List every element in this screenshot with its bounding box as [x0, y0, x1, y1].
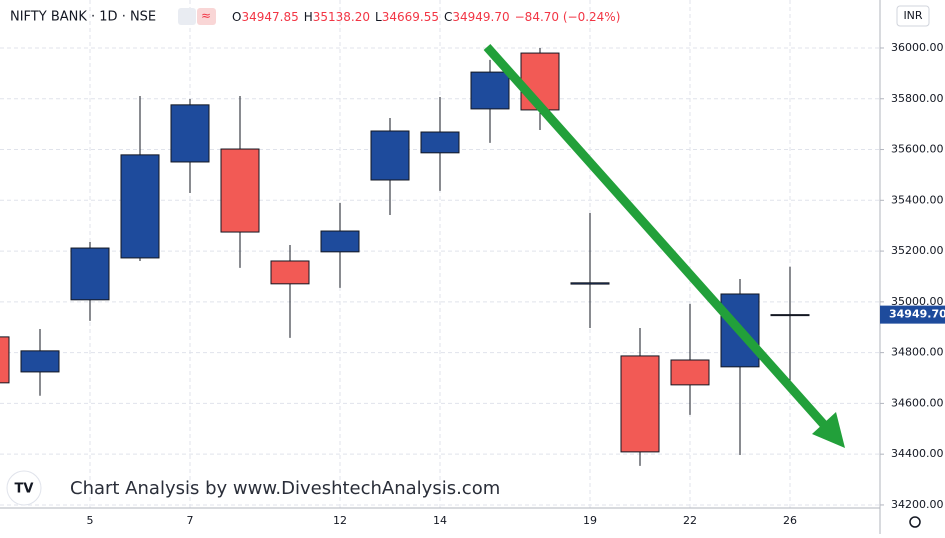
y-tick-label: 35400.00 — [891, 193, 944, 206]
last-price-tag — [880, 305, 945, 324]
ohlc-change: −84.70 (−0.24%) — [515, 10, 621, 24]
x-tick-label: 12 — [333, 514, 347, 527]
candle-body — [470, 71, 510, 110]
ohlc-letter: L — [375, 10, 382, 24]
compare-button[interactable] — [197, 8, 216, 25]
compare-icon: ≈ — [201, 9, 211, 23]
y-tick-label: 34800.00 — [891, 346, 944, 359]
candle-body — [0, 336, 10, 384]
arrow-head — [812, 412, 845, 448]
ohlc-number: 34669.55 — [382, 10, 439, 24]
candle-body — [220, 148, 260, 233]
candle-body — [670, 359, 710, 386]
logo-circle — [6, 470, 42, 506]
ohlc-number: 35138.20 — [313, 10, 370, 24]
currency-button[interactable] — [896, 5, 930, 27]
candle-body — [420, 131, 460, 154]
last-price-label: 34949.70 — [889, 308, 945, 321]
ohlc-number: 34949.70 — [452, 10, 509, 24]
candle-body — [570, 282, 610, 285]
y-tick-label: 35600.00 — [891, 143, 944, 156]
y-tick-label: 35000.00 — [891, 295, 944, 308]
ohlc-letter: O — [232, 10, 241, 24]
symbol-title: NIFTY BANK · 1D · NSE — [10, 10, 156, 25]
x-tick-label: 26 — [783, 514, 797, 527]
y-tick-label: 36000.00 — [891, 41, 944, 54]
arrow-shaft — [483, 44, 830, 430]
logo-text: TV — [15, 482, 34, 497]
x-tick-label: 14 — [433, 514, 447, 527]
y-tick-label: 34400.00 — [891, 447, 944, 460]
trend-arrow — [483, 44, 845, 448]
y-tick-label: 34200.00 — [891, 498, 944, 511]
candle-body — [70, 247, 110, 301]
candle-body — [620, 355, 660, 453]
watermark: Chart Analysis by www.DiveshtechAnalysis… — [70, 478, 500, 499]
candle-body — [120, 154, 160, 259]
ohlc-letter: H — [304, 10, 313, 24]
y-tick-label: 34600.00 — [891, 396, 944, 409]
candle-body — [20, 350, 60, 373]
candle-body — [320, 230, 360, 253]
candle-body — [270, 260, 310, 285]
gear — [909, 516, 921, 528]
eye-button[interactable] — [178, 8, 196, 25]
candle-body — [170, 104, 210, 163]
x-tick-label: 19 — [583, 514, 597, 527]
x-tick-label: 22 — [683, 514, 697, 527]
y-tick-label: 35800.00 — [891, 92, 944, 105]
settings-icon[interactable] — [909, 516, 921, 528]
y-tick-label: 35200.00 — [891, 244, 944, 257]
candles — [0, 47, 810, 466]
candle-body — [770, 314, 810, 317]
ohlc-letter: C — [444, 10, 452, 24]
x-tick-label: 5 — [87, 514, 94, 527]
candle-body — [370, 130, 410, 181]
ohlc-values: O34947.85 H35138.20 L34669.55 C34949.70 −84.… — [232, 10, 620, 24]
tv-logo: TV — [6, 470, 42, 506]
x-tick-label: 7 — [187, 514, 194, 527]
ohlc-number: 34947.85 — [241, 10, 298, 24]
currency-label: INR — [903, 9, 922, 22]
